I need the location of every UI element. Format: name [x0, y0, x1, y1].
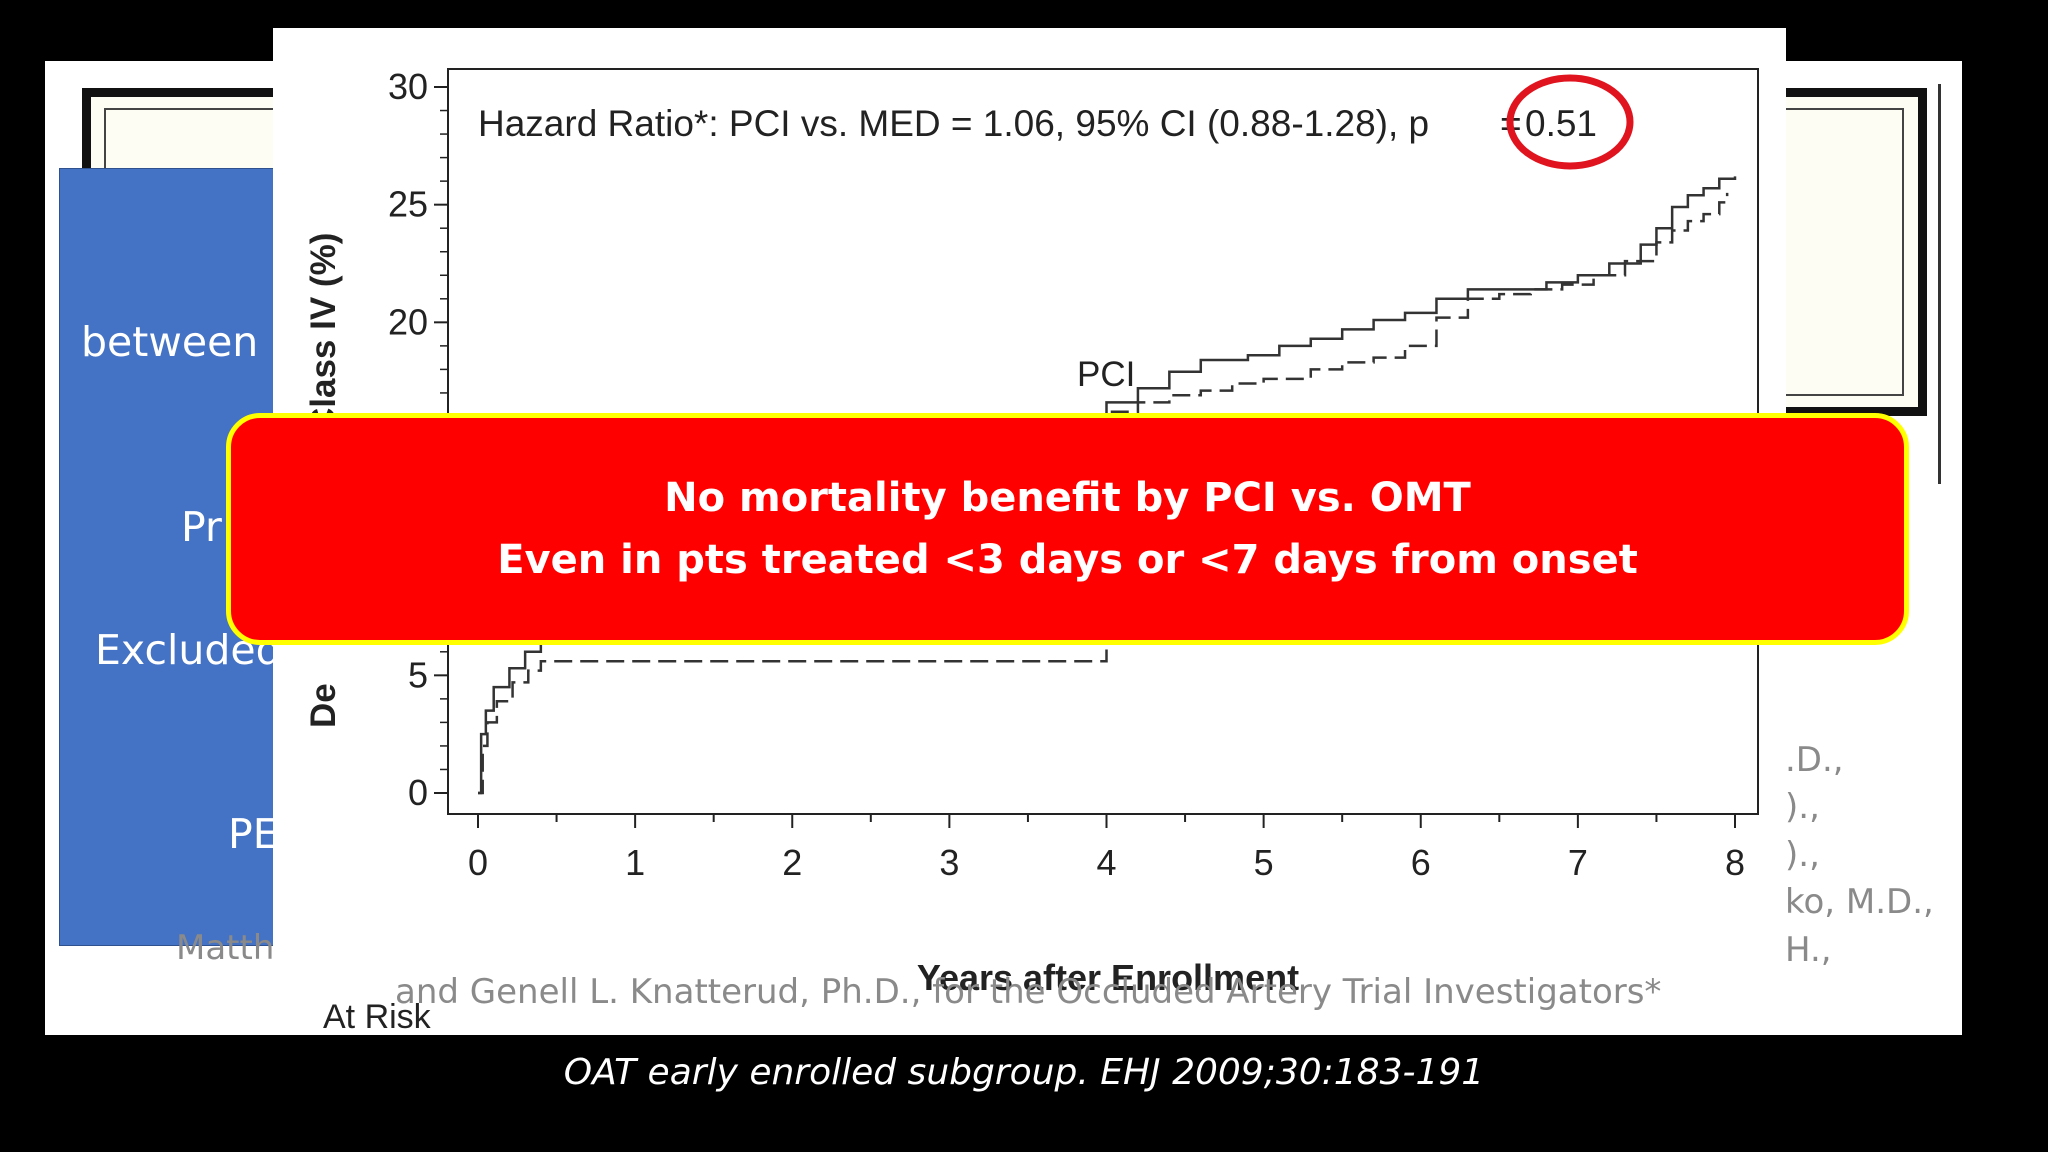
author-fragment-right-3: ).,	[1785, 835, 1820, 875]
x-axis-label: Years after Enrollment	[917, 957, 1299, 998]
km-curve-pci	[478, 176, 1737, 795]
x-tick-label: 7	[1568, 842, 1588, 883]
banner-line-1: No mortality benefit by PCI vs. OMT	[664, 475, 1471, 521]
x-tick-label: 3	[939, 842, 959, 883]
author-fragment-right-2: ).,	[1785, 787, 1820, 827]
y-tick-label: 25	[388, 184, 428, 225]
y-axis-label-fragment: De	[304, 683, 343, 728]
km-curve-med	[478, 192, 1729, 795]
x-tick-label: 1	[625, 842, 645, 883]
p-value-highlight-circle	[1506, 74, 1634, 170]
pci-curve-label: PCI	[1077, 355, 1135, 394]
authors-line: and Genell L. Knatterud, Ph.D., for the …	[395, 972, 1662, 1012]
y-tick-label: 0	[408, 772, 428, 813]
y-tick-label: 20	[388, 301, 428, 342]
y-axis-label: Class IV (%)	[304, 233, 343, 433]
hazard-ratio-annotation: Hazard Ratio*: PCI vs. MED = 1.06, 95% C…	[478, 103, 1429, 144]
x-tick-label: 6	[1411, 842, 1431, 883]
conclusion-banner: No mortality benefit by PCI vs. OMT Even…	[226, 413, 1909, 645]
banner-line-2: Even in pts treated <3 days or <7 days f…	[497, 537, 1638, 583]
author-fragment-left: Matth	[176, 928, 275, 962]
x-tick-label: 8	[1725, 842, 1745, 883]
y-tick-label: 5	[408, 654, 428, 695]
author-fragment-right-4: ko, M.D.,	[1785, 882, 1934, 922]
x-tick-label: 0	[468, 842, 488, 883]
author-fragment-right-5: H.,	[1785, 930, 1832, 970]
panel-fragment-2: Pr	[181, 503, 222, 551]
km-chart: 0 1 2 3 4 5 6 7 8 0 5 20 25 30 Hazard Ratio*: PCI vs.…	[304, 66, 1759, 1035]
author-fragment-right-1: .D.,	[1785, 740, 1844, 780]
y-tick-label: 30	[388, 66, 428, 107]
x-tick-label: 4	[1096, 842, 1116, 883]
panel-fragment-1: between	[81, 318, 259, 366]
background-right-rule	[1938, 84, 1941, 484]
panel-fragment-4: PE	[228, 810, 279, 858]
x-tick-label: 2	[782, 842, 802, 883]
citation: OAT early enrolled subgroup. EHJ 2009;30…	[563, 1052, 1485, 1093]
p-value: 0.51	[1525, 103, 1597, 144]
x-tick-label: 5	[1254, 842, 1274, 883]
at-risk-label: At Risk	[323, 998, 432, 1035]
